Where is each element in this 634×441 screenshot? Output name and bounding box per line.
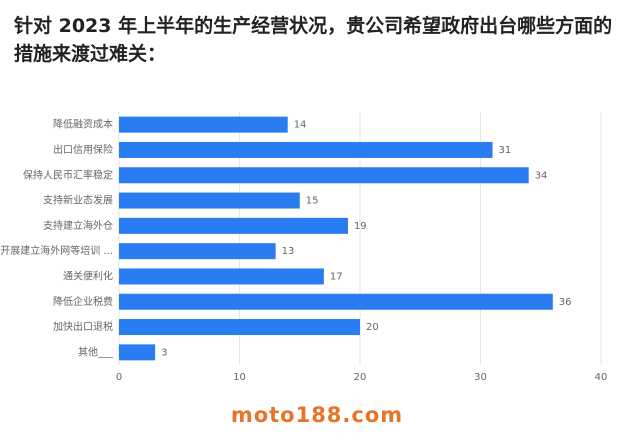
- y-tick-label: 支持新业态发展: [43, 194, 113, 207]
- value-label: 17: [330, 271, 343, 282]
- bar: [119, 192, 300, 209]
- value-label: 31: [499, 145, 512, 156]
- bar: [119, 293, 553, 310]
- x-tick-label: 10: [233, 372, 246, 383]
- value-label: 15: [306, 196, 319, 207]
- watermark: moto188.com: [230, 403, 404, 427]
- y-tick-label: 开展建立海外网等培训 ...: [0, 244, 113, 257]
- value-label: 3: [161, 347, 167, 358]
- value-label: 19: [354, 221, 367, 232]
- x-tick-label: 40: [595, 372, 608, 383]
- x-tick-label: 0: [116, 372, 122, 383]
- value-label: 13: [282, 246, 295, 257]
- x-tick-label: 30: [474, 372, 487, 383]
- bar: [119, 217, 348, 234]
- bar: [119, 167, 529, 184]
- y-tick-label: 支持建立海外仓: [43, 219, 113, 232]
- x-tick-label: 20: [354, 372, 367, 383]
- y-tick-label: 保持人民币汇率稳定: [23, 168, 113, 181]
- y-tick-label: 加快出口退税: [53, 320, 113, 333]
- chart-title: 针对 2023 年上半年的生产经营状况，贵公司希望政府出台哪些方面的措施来渡过难…: [14, 15, 613, 65]
- y-tick-label: 出口信用保险: [53, 143, 113, 156]
- y-tick-label: 通关便利化: [63, 269, 113, 282]
- y-tick-label: 降低企业税费: [53, 295, 113, 308]
- bar: [119, 319, 360, 336]
- value-label: 34: [535, 170, 548, 181]
- y-tick-label: 其他___: [78, 345, 114, 358]
- bar: [119, 268, 324, 285]
- bar: [119, 116, 288, 133]
- bar: [119, 141, 493, 158]
- bar: [119, 344, 156, 361]
- value-label: 36: [559, 297, 572, 308]
- bar: [119, 243, 276, 260]
- value-label: 14: [294, 120, 307, 131]
- value-label: 20: [366, 322, 379, 333]
- y-tick-label: 降低融资成本: [53, 118, 113, 131]
